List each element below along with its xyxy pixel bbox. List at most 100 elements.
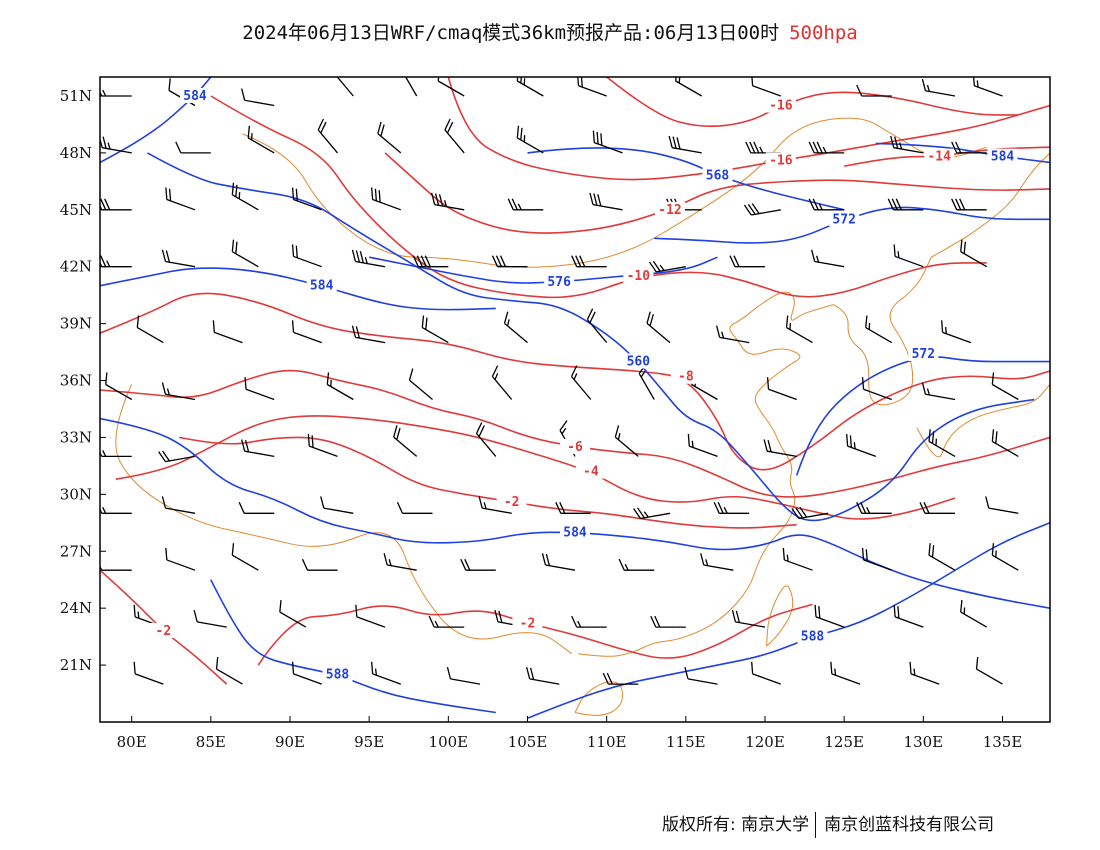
temperature-contour-label: -2 — [520, 616, 536, 631]
copyright-right: 南京创蓝科技有限公司 — [824, 815, 995, 835]
lon-tick-label: 135E — [983, 733, 1023, 751]
wind-barb — [928, 429, 956, 457]
wind-barb — [437, 77, 465, 97]
height-contour-label: 576 — [547, 275, 571, 290]
wind-barb — [985, 496, 1019, 514]
height-contour-label-bg — [987, 148, 1018, 164]
copyright-left: 版权所有: 南京大学 — [662, 815, 810, 835]
wind-barb — [991, 372, 1019, 401]
coastline-segment — [578, 291, 834, 657]
height-contour-label-bg — [322, 666, 353, 682]
wind-barb — [745, 141, 781, 154]
wind-barb — [100, 502, 132, 514]
coastline-layer — [115, 117, 1050, 716]
pressure-level-label: 500hpa — [789, 22, 858, 44]
temperature-contour-label-bg — [765, 97, 796, 113]
wind-barb — [371, 661, 402, 685]
wind-barb — [193, 610, 227, 628]
height-contour — [369, 256, 718, 284]
wind-barb — [716, 325, 750, 344]
height-contour-label: 568 — [706, 169, 730, 184]
wind-barb — [526, 667, 560, 685]
wind-barb — [846, 434, 877, 458]
wind-barb — [431, 192, 465, 211]
wind-barb — [421, 315, 449, 344]
axis-layer: 80E 85E 90E 95E 100E 105E 110E 115E 120E 125E 130E… — [60, 87, 1023, 751]
wind-barb — [782, 547, 813, 571]
wind-barb — [247, 125, 275, 154]
wind-barb — [396, 502, 433, 514]
temperature-contour-label: -16 — [769, 153, 793, 168]
wind-barb — [571, 255, 607, 268]
wind-barb — [541, 553, 576, 571]
lon-tick-label: 80E — [117, 733, 147, 751]
height-contour-label: 572 — [912, 347, 935, 362]
lon-tick-label: 85E — [196, 733, 226, 751]
contour-label-layer: -16 -16 -14 -12 -10 -8 -6-4 -2 -2 -2 560 568 572 576 5… — [148, 87, 1018, 683]
height-contour-label: 572 — [832, 212, 855, 227]
wind-barb — [516, 77, 544, 97]
wind-barb — [646, 311, 671, 344]
wind-barb — [241, 88, 275, 107]
wind-barb — [212, 320, 243, 344]
lat-tick-label: 45N — [60, 201, 92, 219]
temperature-contour-label: -2 — [504, 495, 520, 510]
wind-barb — [751, 77, 782, 97]
height-contour-label: 584 — [183, 89, 207, 104]
temperature-contour-label: -8 — [678, 370, 694, 385]
wind-barb — [215, 657, 243, 685]
lat-tick-label: 48N — [60, 144, 92, 162]
wind-barb — [491, 255, 528, 268]
temperature-contour-label: -12 — [658, 203, 681, 218]
wind-barb — [570, 365, 592, 400]
temperature-contour-label-bg — [560, 438, 590, 454]
wind-barb — [602, 672, 639, 685]
wind-barb — [317, 118, 338, 154]
temperature-contour — [179, 436, 797, 529]
wind-barb — [326, 372, 354, 401]
wind-barb — [100, 198, 132, 211]
lon-tick-label: 130E — [904, 733, 944, 751]
wind-barb — [516, 125, 544, 154]
wind-barb — [301, 558, 338, 571]
temperature-contour-label-bg — [623, 268, 654, 284]
wind-barb — [890, 135, 924, 154]
wind-barb — [650, 615, 686, 628]
lat-tick-label: 24N — [60, 599, 92, 617]
lon-tick-label: 100E — [429, 733, 469, 751]
temperature-contour — [210, 95, 987, 299]
wind-barb — [333, 77, 354, 97]
lat-tick-label: 27N — [60, 542, 92, 560]
wind-barb — [161, 249, 196, 268]
wind-barb — [614, 425, 639, 457]
temperature-contour-label-bg — [655, 201, 685, 217]
wind-barb — [951, 141, 987, 154]
wind-barb — [592, 130, 623, 154]
wind-barb — [371, 187, 402, 211]
wind-barb — [865, 315, 893, 344]
wind-barb — [960, 239, 988, 268]
lat-tick-label: 36N — [60, 372, 92, 390]
wind-barb — [351, 249, 386, 268]
wind-barb — [244, 377, 275, 401]
lat-tick-label: 21N — [60, 656, 92, 674]
lon-tick-label: 95E — [354, 733, 384, 751]
wind-barb — [571, 615, 607, 628]
height-contour-label-bg — [702, 167, 733, 183]
wind-barb — [231, 239, 259, 268]
coastline-segment — [242, 117, 987, 268]
plot-background — [100, 77, 1050, 722]
wind-barb — [687, 434, 718, 458]
wind-barb — [766, 377, 797, 401]
wind-barb — [785, 315, 813, 344]
wind-barb — [861, 547, 892, 571]
wind-barb — [972, 77, 1003, 97]
height-contour-label: 584 — [991, 150, 1015, 165]
temperature-contour-label: -10 — [627, 269, 651, 284]
temperature-contour-label: -16 — [769, 98, 793, 113]
wind-barb — [279, 600, 307, 628]
temperature-contour-label-bg — [496, 493, 527, 509]
wind-barb — [377, 121, 402, 154]
wind-barb — [555, 502, 591, 514]
wind-barb — [291, 244, 322, 268]
